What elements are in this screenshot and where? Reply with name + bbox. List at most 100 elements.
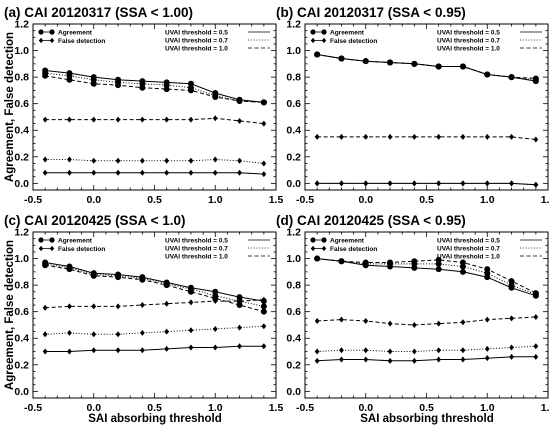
series-line-3 (317, 356, 536, 362)
false-detection-point (314, 317, 320, 324)
false-detection-point (339, 180, 344, 187)
false-detection-point (339, 316, 344, 323)
false-detection-point (42, 156, 48, 163)
false-detection-point (115, 116, 121, 123)
x-axis-label: SAI absorbing threshold (360, 413, 494, 425)
series-line-4 (317, 182, 536, 186)
agreement-point (90, 272, 97, 279)
false-detection-point (115, 157, 121, 164)
agreement-point (459, 63, 466, 70)
x-tick-label: 1.5 (541, 402, 550, 414)
agreement-point (260, 308, 267, 315)
chart-panel-3: (d) CAI 20120425 (SSA < 0.95) -0.5 0.0 0.5 1… (276, 213, 550, 414)
y-tick-label: 0.8 (286, 280, 301, 292)
x-tick-label: 1.0 (208, 194, 223, 206)
agreement-point (508, 74, 515, 81)
false-detection-point (533, 353, 539, 360)
false-detection-point (339, 347, 344, 354)
false-detection-point (237, 157, 242, 164)
false-detection-point (67, 169, 72, 176)
panel-title: (d) CAI 20120425 (SSA < 0.95) (276, 213, 466, 228)
agreement-point (90, 80, 97, 87)
false-detection-point (436, 180, 442, 187)
false-detection-point (411, 133, 417, 140)
y-tick-label: 0.8 (286, 72, 301, 84)
series-line-1 (45, 72, 264, 103)
false-detection-point (436, 133, 442, 140)
false-detection-point (387, 133, 393, 140)
agreement-point (187, 288, 194, 295)
legend-uvai-label: UVAI threshold = 0.7 (165, 245, 228, 252)
agreement-point (260, 99, 267, 106)
panel-title: (b) CAI 20120317 (SSA < 0.95) (276, 5, 466, 20)
false-detection-point (42, 304, 48, 311)
legend-false-detection-label: False detection (330, 246, 377, 253)
series-line-5 (45, 299, 264, 309)
x-tick-label: -0.5 (296, 402, 314, 414)
false-detection-point (91, 331, 97, 338)
false-detection-point (139, 347, 145, 354)
chart-panel-1: (b) CAI 20120317 (SSA < 0.95) -0.5 0.0 0.5 1… (276, 5, 550, 206)
agreement-point (66, 266, 73, 273)
agreement-point (236, 302, 243, 309)
x-tick-label: 0.5 (147, 402, 162, 414)
y-axis-label: Agreement, False detection (4, 240, 16, 390)
y-tick-label: 0.4 (286, 125, 301, 137)
legend-false-detection-label: False detection (58, 246, 105, 253)
false-detection-point (212, 156, 218, 163)
x-tick-label: 1.5 (269, 402, 284, 414)
y-tick-label: 0.4 (286, 333, 301, 345)
plot-frame (32, 23, 277, 191)
agreement-point (435, 256, 442, 263)
false-detection-point (363, 356, 369, 363)
series-line-0 (317, 258, 537, 297)
false-detection-point (115, 331, 121, 338)
false-detection-point (139, 169, 145, 176)
agreement-point (532, 75, 539, 82)
x-axis-label: SAI absorbing threshold (88, 413, 222, 425)
agreement-point (459, 259, 466, 266)
x-tick-label: 1.0 (208, 402, 223, 414)
agreement-point (42, 262, 49, 269)
agreement-point (387, 259, 394, 266)
false-detection-point (533, 313, 539, 320)
false-detection-point (436, 320, 442, 327)
chart-panel-2: (c) CAI 20120425 (SSA < 1.0) -0.5 0.0 0.5 1.… (4, 213, 283, 414)
false-detection-point (411, 180, 417, 187)
false-detection-point (42, 348, 48, 355)
false-detection-point (115, 303, 121, 310)
false-detection-point (164, 328, 170, 335)
series-line-4 (45, 325, 264, 335)
legend-agreement-label: Agreement (58, 237, 93, 244)
false-detection-point (67, 348, 72, 355)
series-line-5 (45, 117, 264, 125)
agreement-point (484, 266, 491, 273)
plot-frame (32, 231, 277, 399)
x-tick-label: 0.5 (419, 194, 434, 206)
false-detection-point (261, 343, 267, 350)
false-detection-point (212, 325, 218, 332)
false-detection-point (484, 316, 490, 323)
agreement-point (435, 266, 442, 273)
agreement-point (115, 274, 122, 281)
x-tick-label: 1.0 (480, 194, 495, 206)
false-detection-point (237, 117, 242, 124)
y-tick-label: 1.2 (286, 227, 301, 239)
false-detection-point (387, 320, 393, 327)
false-detection-point (460, 180, 466, 187)
legend-uvai-label: UVAI threshold = 0.5 (165, 29, 228, 36)
y-tick-label: 0.2 (286, 151, 301, 163)
false-detection-point (237, 324, 242, 331)
legend-uvai-label: UVAI threshold = 0.7 (437, 245, 500, 252)
x-tick-label: -0.5 (296, 194, 314, 206)
false-detection-point (91, 116, 97, 123)
false-detection-point (261, 160, 267, 167)
legend-false-detection-label: False detection (330, 38, 377, 45)
agreement-point (338, 55, 345, 62)
series-line-2 (45, 75, 264, 103)
false-detection-point (188, 157, 194, 164)
agreement-point (338, 258, 345, 265)
x-tick-label: -0.5 (24, 402, 42, 414)
false-detection-point (188, 327, 194, 334)
